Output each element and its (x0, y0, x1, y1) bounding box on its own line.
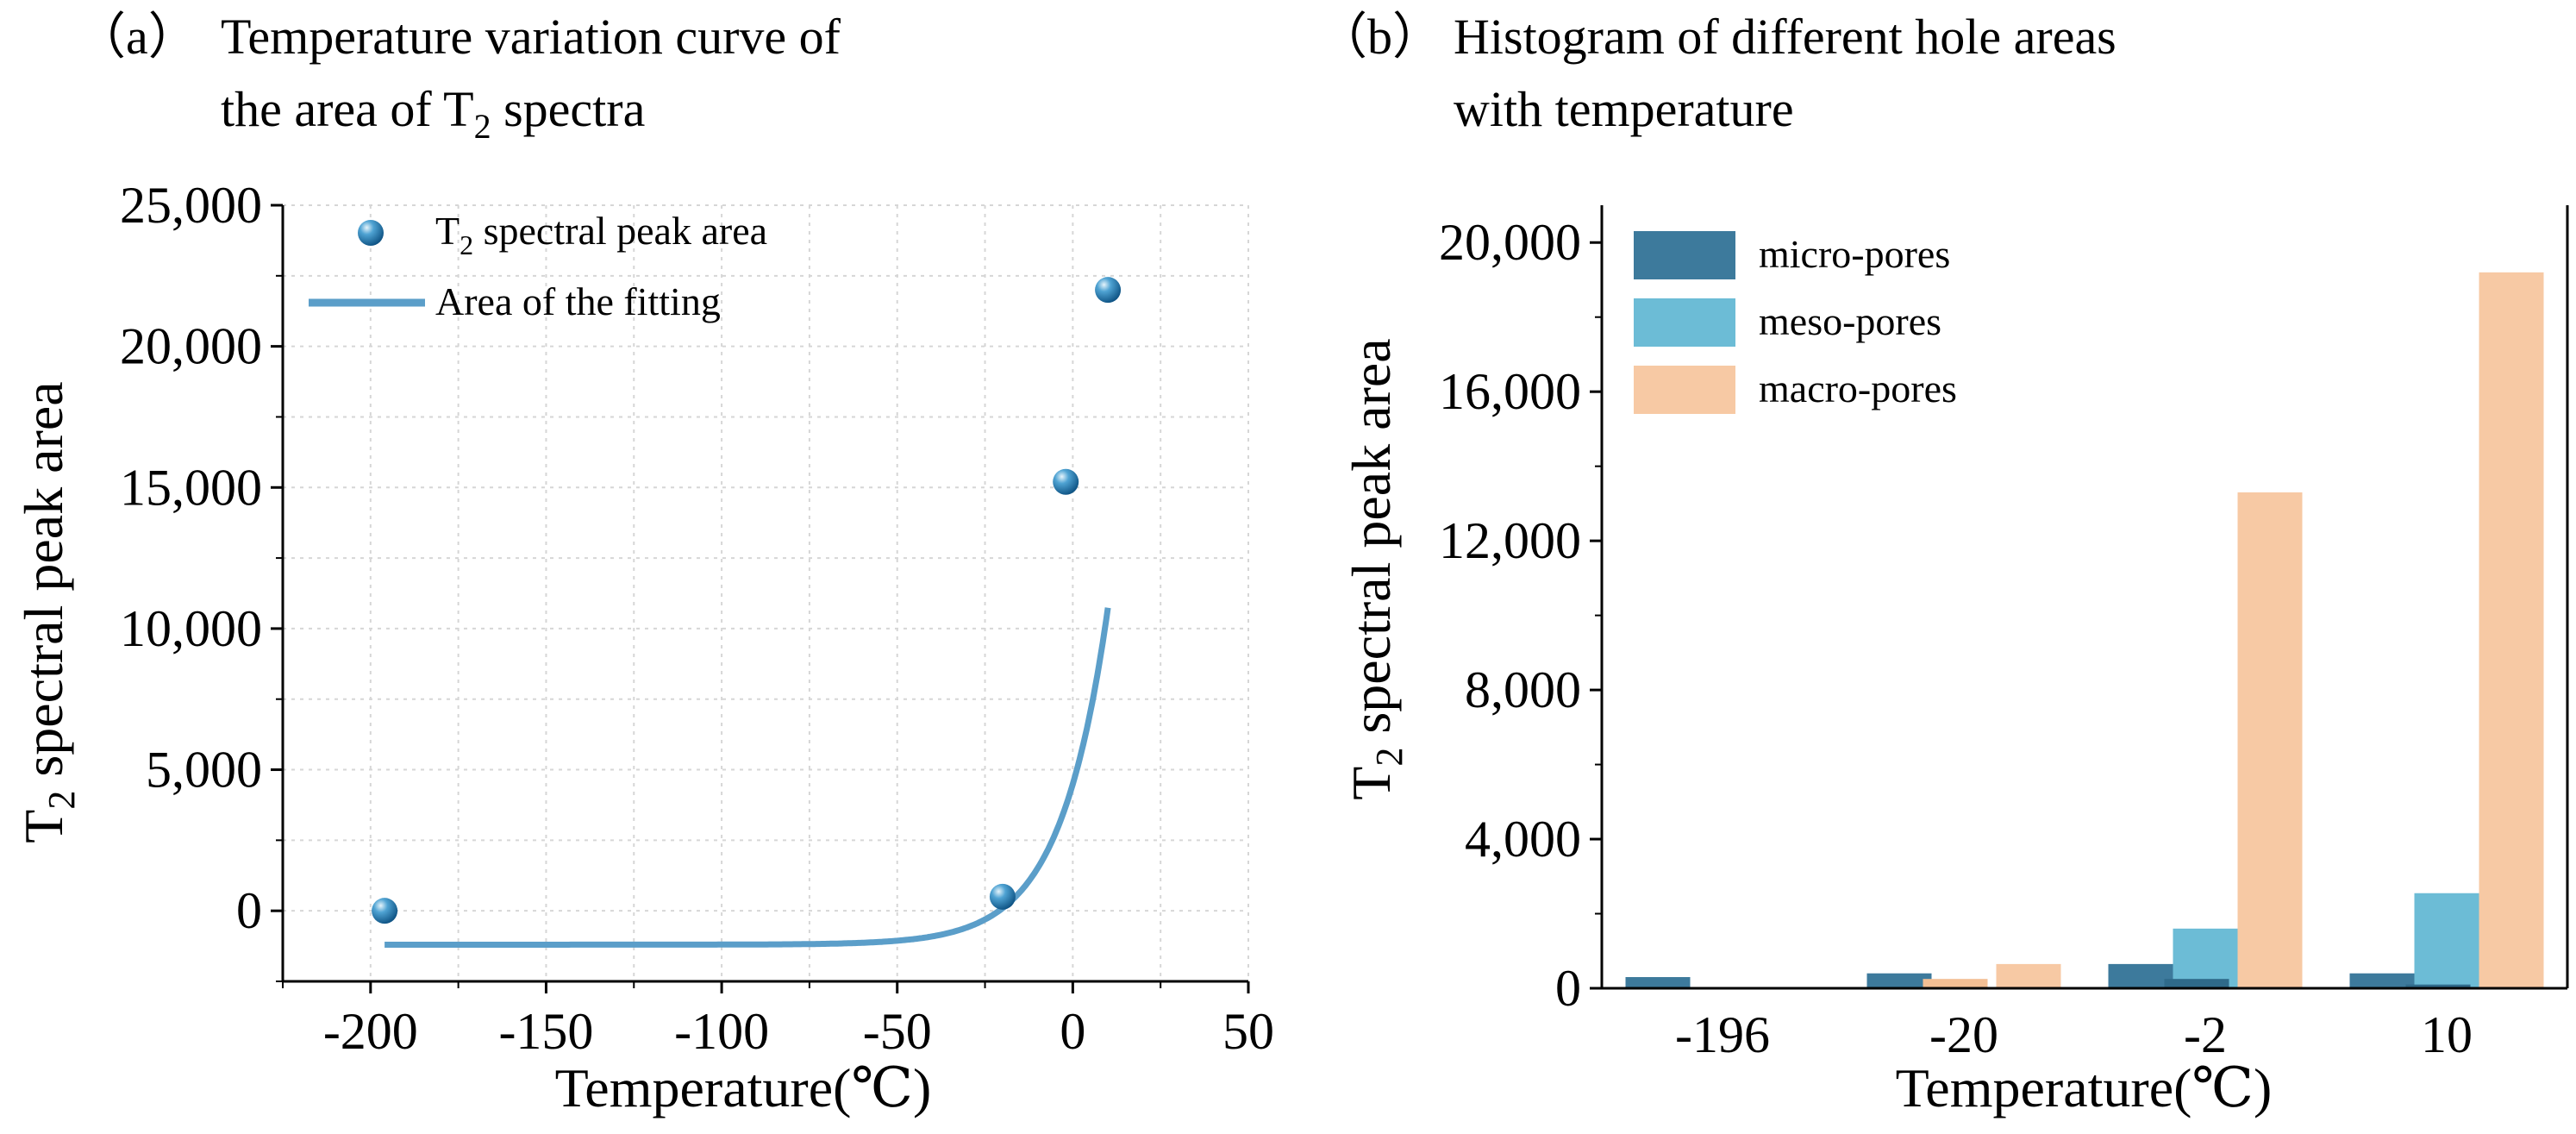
x-tick-label: 50 (1222, 1003, 1274, 1060)
legend-points-circle (358, 220, 384, 246)
panel-a-title-line2-sub: 2 (474, 107, 491, 146)
y-tick-label: 0 (1555, 960, 1581, 1017)
x-category-label: -20 (1929, 1006, 1998, 1063)
y-tick-label: 16,000 (1439, 363, 1581, 420)
bar-macro-pores (2237, 492, 2303, 988)
x-tick-label: -50 (863, 1003, 932, 1060)
panel-b-y-axis-label: T2 spectral peak area (1341, 338, 1410, 799)
bar-micro-pores (2108, 963, 2173, 988)
panel-a-title-line1: Temperature variation curve of (221, 9, 841, 65)
x-category-label: -196 (1675, 1006, 1770, 1063)
y-tick-label: 0 (236, 882, 262, 939)
y-tick-label: 25,000 (120, 177, 262, 234)
panel-a-legend: T2 spectral peak area Area of the fittin… (309, 209, 767, 323)
bar-macro-pores (2479, 272, 2544, 988)
panel-a-label: （a） (76, 9, 198, 65)
panel-a-y-axis-label-rest: spectral peak area (13, 381, 74, 790)
panel-a-y-axis-label: T2 spectral peak area (13, 381, 83, 843)
panel-b: （b） Histogram of different hole areas wi… (1317, 9, 2569, 1118)
overlay-bar-micro-pores (2405, 984, 2471, 988)
legend-label-macro-pores: macro-pores (1759, 367, 1957, 410)
y-tick-label: 10,000 (120, 600, 262, 657)
x-category-label: 10 (2421, 1006, 2473, 1063)
panel-b-y-axis-label-rest: spectral peak area (1341, 338, 1402, 747)
panel-b-legend: micro-pores meso-pores macro-pores (1634, 231, 1957, 414)
legend-fit-label: Area of the fitting (435, 279, 721, 323)
panel-a: （a） Temperature variation curve of the a… (13, 9, 1274, 1118)
x-tick-label: -150 (498, 1003, 593, 1060)
panel-b-y-axis-label-main: T (1341, 767, 1402, 800)
panel-a-x-axis-label: Temperature(℃) (555, 1057, 932, 1118)
fit-curve (385, 607, 1111, 948)
bar-macro-pores (1996, 963, 2061, 988)
panel-b-axes: 0 4,000 8,000 12,000 16,000 20,000 -196 -20 -2 10 (1439, 205, 2569, 1063)
panel-a-title-line2: the area of T2 spectra (221, 81, 645, 146)
bar-micro-pores (1866, 973, 1932, 988)
legend-swatch-meso-pores (1634, 298, 1735, 347)
legend-points-label-main: T (435, 209, 460, 253)
data-point (989, 883, 1016, 910)
legend-points-label: T2 spectral peak area (435, 209, 767, 260)
data-point (372, 898, 398, 924)
panel-b-title-line2: with temperature (1454, 81, 1794, 137)
panel-b-y-axis-label-sub: 2 (1368, 748, 1410, 767)
panel-a-axes: -200 -150 -100 -50 0 50 0 5,000 10,000 15,000 20,0… (120, 177, 1274, 1060)
panel-a-points (372, 277, 1122, 924)
y-tick-label: 12,000 (1439, 512, 1581, 569)
legend-points-marker (358, 220, 384, 246)
legend-label-micro-pores: micro-pores (1759, 232, 1950, 276)
panel-a-grid (283, 204, 1249, 981)
bar-micro-pores (1625, 977, 1691, 988)
y-tick-label: 15,000 (120, 459, 262, 516)
legend-points-label-rest: spectral peak area (473, 209, 767, 253)
data-point (1053, 468, 1079, 495)
panel-b-label: （b） (1317, 9, 1442, 65)
bar-micro-pores (2349, 973, 2415, 988)
x-category-label: -2 (2184, 1006, 2227, 1063)
y-tick-label: 8,000 (1465, 661, 1581, 718)
overlay-bar-macro-pores (1923, 979, 1988, 988)
data-point (1095, 277, 1122, 304)
x-tick-label: -100 (674, 1003, 769, 1060)
x-tick-label: -200 (323, 1003, 418, 1060)
y-tick-label: 5,000 (146, 742, 262, 799)
panel-a-y-axis-label-sub: 2 (41, 791, 83, 810)
legend-label-meso-pores: meso-pores (1759, 299, 1941, 343)
panel-a-title-line2-end: spectra (491, 81, 646, 137)
panel-b-x-axis-label: Temperature(℃) (1896, 1057, 2273, 1118)
panel-a-fit (385, 607, 1111, 948)
panel-b-bars (1625, 272, 2544, 988)
panel-a-title-line2-text: the area of T (221, 81, 474, 137)
y-tick-label: 20,000 (120, 318, 262, 375)
overlay-bar-micro-pores (2164, 979, 2229, 988)
panel-b-title-line1: Histogram of different hole areas (1454, 9, 2116, 65)
y-tick-label: 4,000 (1465, 811, 1581, 868)
x-tick-label: 0 (1060, 1003, 1085, 1060)
legend-swatch-macro-pores (1634, 366, 1735, 414)
bar-meso-pores (2173, 928, 2238, 988)
legend-points-label-sub: 2 (460, 229, 473, 260)
panel-a-y-axis-label-main: T (13, 810, 74, 843)
y-tick-label: 20,000 (1439, 214, 1581, 271)
legend-swatch-micro-pores (1634, 231, 1735, 279)
bar-meso-pores (2414, 893, 2479, 988)
